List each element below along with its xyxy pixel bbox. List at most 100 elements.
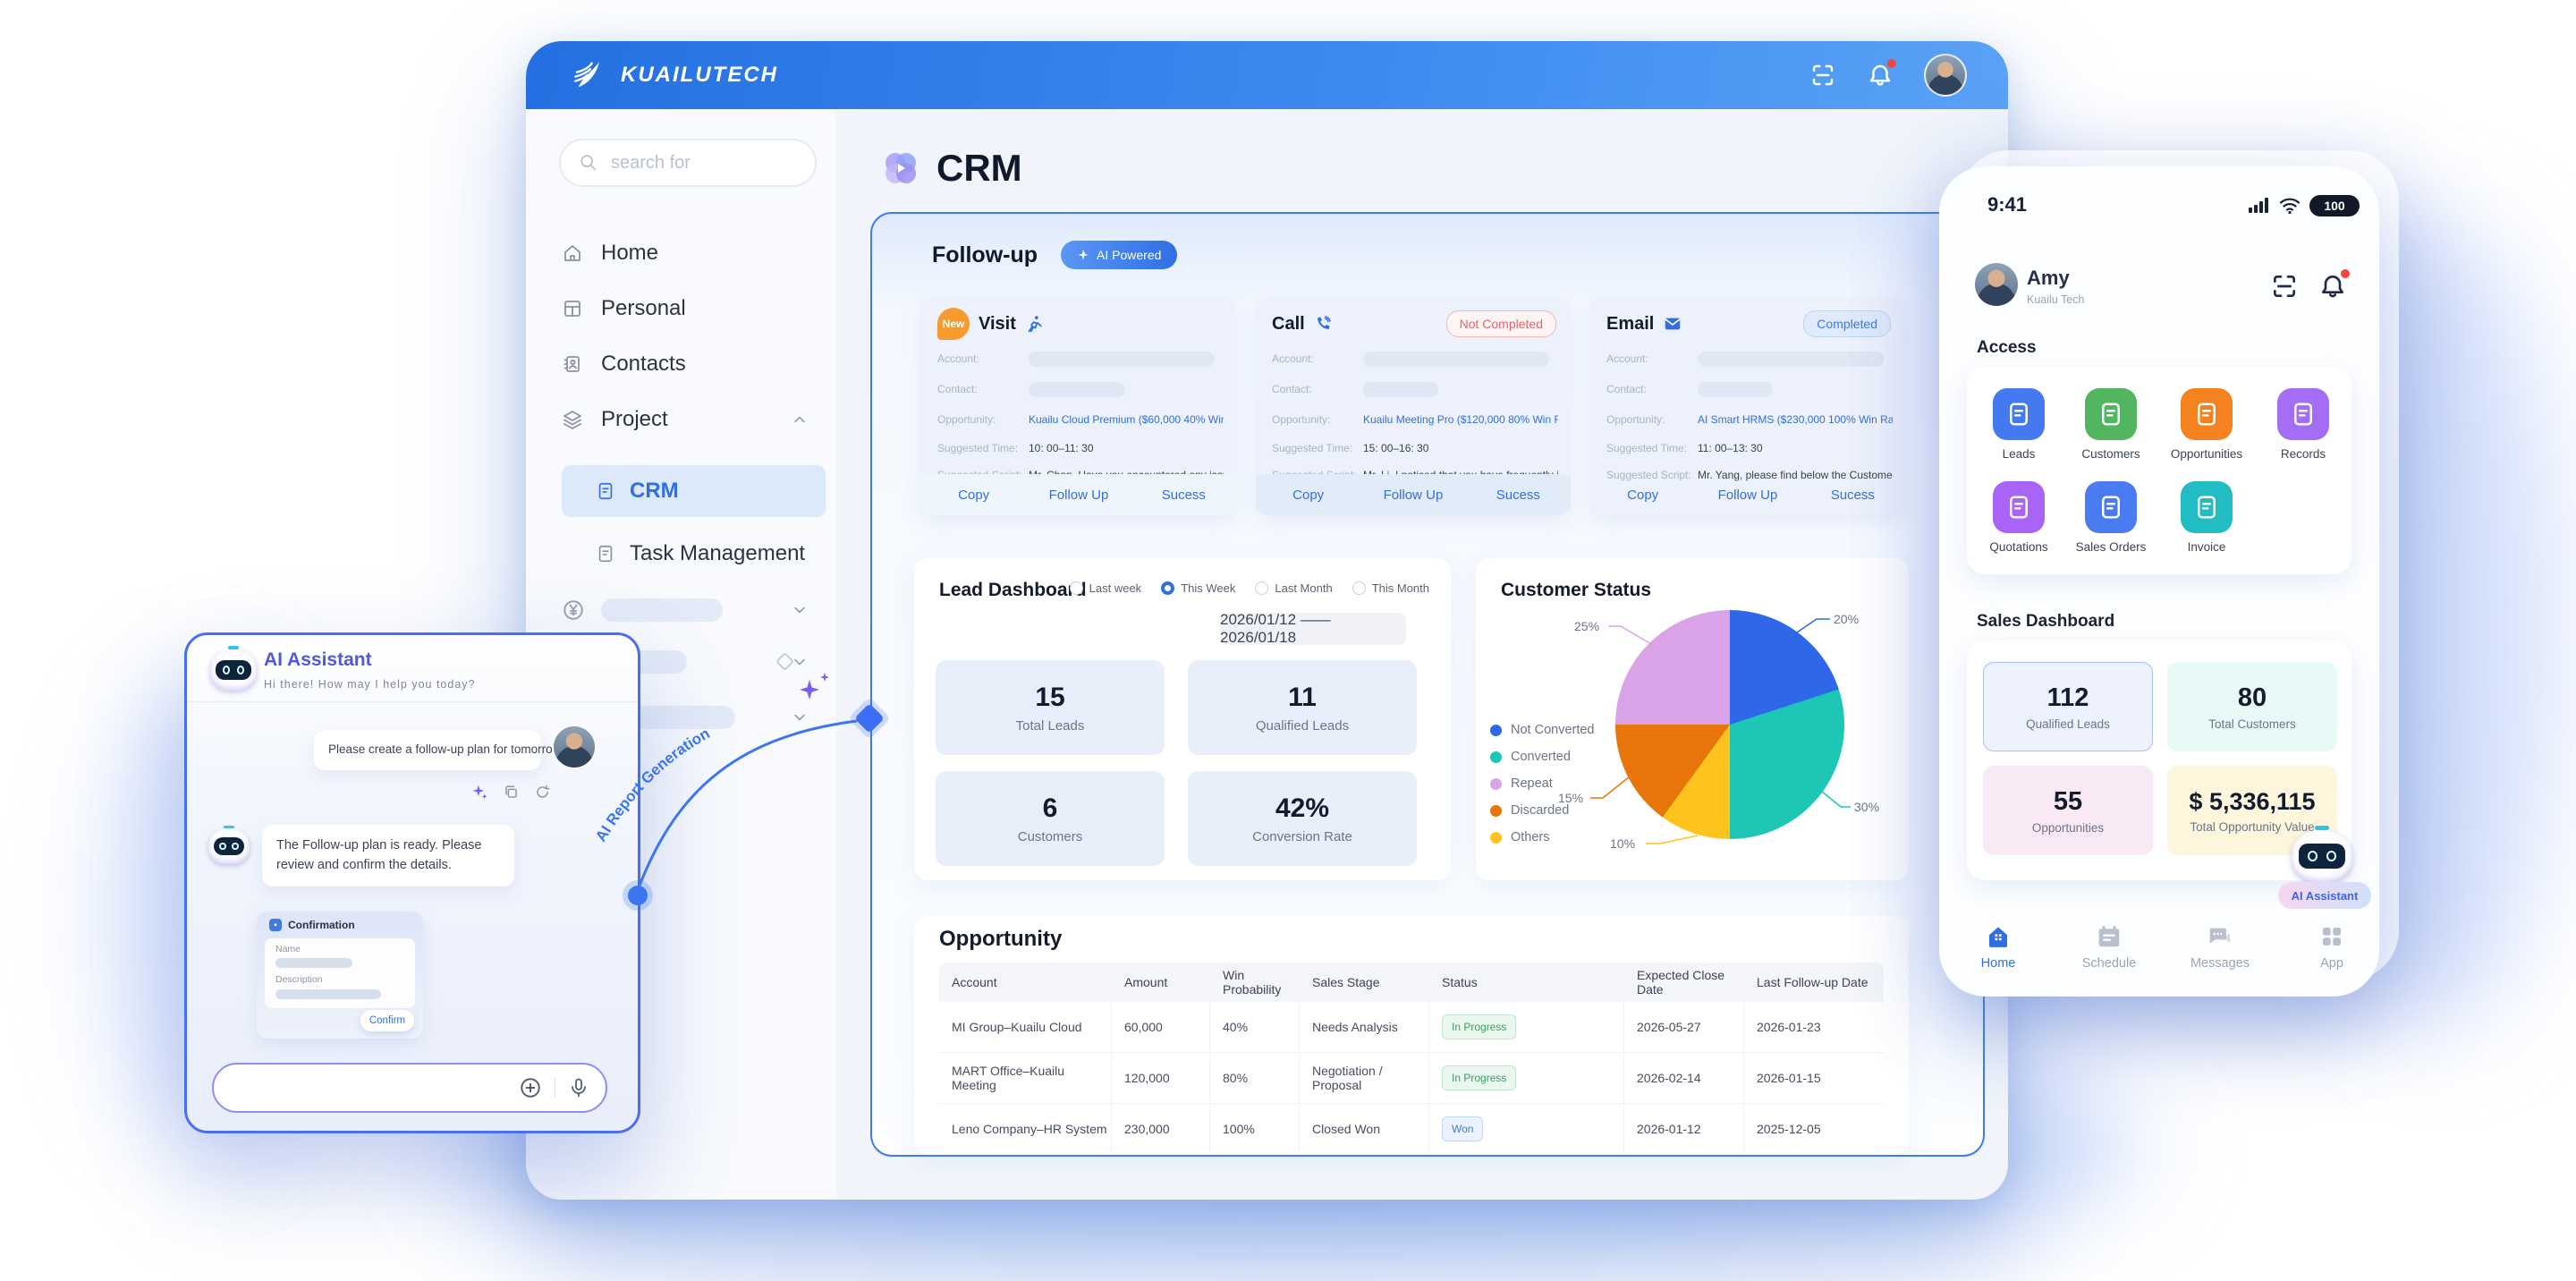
success-button[interactable]: Sucess: [1466, 474, 1571, 515]
mic-icon[interactable]: [568, 1077, 589, 1099]
opportunity-link[interactable]: AI Smart HRMS ($230,000 100% Win Rate: [1698, 413, 1893, 426]
ai-powered-badge[interactable]: AI Powered: [1061, 241, 1178, 269]
field-label: Opportunity:: [937, 413, 996, 426]
notification-bell[interactable]: [1867, 59, 1896, 89]
chevron-down-icon[interactable]: [791, 601, 809, 619]
legend-label: Discarded: [1511, 803, 1570, 818]
top-bar: KUAILUTECH: [526, 41, 2008, 109]
app-sales-orders[interactable]: Sales Orders: [2070, 481, 2152, 554]
call-phone-icon: [1317, 316, 1331, 329]
cell-sales-stage: Negotiation / Proposal: [1300, 1053, 1429, 1103]
stat-value: 42%: [1275, 793, 1330, 823]
ai-assistant-chip[interactable]: AI Assistant: [2278, 882, 2371, 909]
success-button[interactable]: Sucess: [1801, 474, 1905, 515]
success-button[interactable]: Sucess: [1131, 474, 1236, 515]
message-actions: [471, 784, 551, 801]
ai-powered-label: AI Powered: [1097, 248, 1162, 262]
app-records[interactable]: Records: [2262, 388, 2344, 461]
cell-win-probability: 80%: [1210, 1053, 1300, 1103]
opportunity-link[interactable]: Kuailu Cloud Premium ($60,000 40% Win Ra…: [1029, 413, 1224, 426]
app-label: Customers: [2081, 447, 2140, 461]
radio-last-week[interactable]: Last week: [1069, 581, 1141, 595]
sales-dashboard-card: 112 Qualified Leads 80 Total Customers 5…: [1967, 640, 2351, 880]
copy-icon[interactable]: [503, 784, 520, 801]
status-badge-completed: Completed: [1803, 310, 1891, 337]
follow-up-button[interactable]: Follow Up: [1695, 474, 1800, 515]
copy-button[interactable]: Copy: [1590, 474, 1695, 515]
tile-value: 112: [2046, 683, 2089, 712]
document-icon: [598, 545, 613, 563]
field-label: Contact:: [1272, 383, 1312, 395]
chevron-up-icon[interactable]: [791, 411, 809, 428]
status-badge-not-completed: Not Completed: [1445, 310, 1556, 337]
follow-up-button[interactable]: Follow Up: [1026, 474, 1131, 515]
sidebar-item-project[interactable]: Project: [562, 398, 821, 441]
app-grid-icon: [2323, 928, 2341, 946]
user-avatar[interactable]: [1924, 54, 1967, 97]
follow-up-button[interactable]: Follow Up: [1360, 474, 1465, 515]
pie-pct-discarded: 15%: [1558, 791, 1584, 805]
field-label: Contact:: [937, 383, 978, 395]
confirmation-form: Name Description: [265, 938, 415, 1008]
assistant-robot-avatar: [210, 646, 257, 691]
visit-running-icon: [1028, 316, 1042, 333]
search-input[interactable]: [609, 151, 792, 174]
confirmation-card: ▪ Confirmation Name Description Confirm: [257, 912, 423, 1039]
phone-user-avatar[interactable]: [1975, 263, 2018, 306]
nav-label: Messages: [2190, 956, 2250, 971]
nav-home[interactable]: Home: [1955, 923, 2041, 971]
sidebar-item-task-management[interactable]: Task Management: [562, 528, 826, 580]
sidebar-item-crm[interactable]: CRM: [562, 465, 826, 517]
nav-messages[interactable]: Messages: [2177, 923, 2263, 971]
scan-icon[interactable]: [2270, 272, 2299, 301]
status-bar-time: 9:41: [1987, 193, 2028, 216]
sparkle-action-icon[interactable]: [471, 784, 488, 801]
phone-notification-bell[interactable]: [2318, 269, 2350, 301]
app-invoice[interactable]: Invoice: [2165, 481, 2248, 554]
stat-label: Customers: [1017, 828, 1083, 844]
stat-value: 15: [1035, 682, 1065, 712]
chevron-down-icon[interactable]: [791, 708, 809, 726]
col-status: Status: [1442, 975, 1478, 989]
date-range-chip[interactable]: 2026/01/12 —— 2026/01/18: [1220, 611, 1406, 646]
app-leads[interactable]: Leads: [1978, 388, 2060, 461]
tile-value: 55: [2053, 786, 2083, 816]
ai-assistant-robot[interactable]: [2292, 826, 2352, 882]
assistant-subtitle: Hi there! How may I help you today?: [264, 678, 476, 691]
skeleton-value: [1363, 351, 1549, 367]
sidebar-search[interactable]: [559, 139, 817, 187]
tile-label: Total Customers: [2208, 717, 2296, 731]
chevron-down-icon[interactable]: [791, 653, 809, 671]
sidebar-item-personal[interactable]: Personal: [562, 287, 821, 330]
field-label: Account:: [1272, 352, 1314, 365]
opportunity-link[interactable]: Kuailu Meeting Pro ($120,000 80% Win Rat…: [1363, 413, 1558, 426]
card-actions: Copy Follow Up Sucess: [921, 474, 1236, 515]
stat-value: 6: [1042, 793, 1058, 823]
cell-sales-stage: Needs Analysis: [1300, 1002, 1429, 1052]
cell-expected-close: 2026-05-27: [1624, 1002, 1744, 1052]
customer-status-title: Customer Status: [1501, 580, 1652, 600]
radio-this-week[interactable]: This Week: [1161, 581, 1235, 595]
app-quotations[interactable]: Quotations: [1978, 481, 2060, 554]
sidebar-item-contacts[interactable]: Contacts: [562, 343, 821, 386]
stat-value: 11: [1288, 682, 1317, 712]
app-customers[interactable]: Customers: [2070, 388, 2152, 461]
legend-label: Repeat: [1511, 776, 1553, 791]
app-opportunities[interactable]: Opportunities: [2165, 388, 2248, 461]
suggested-script: Mr. Yang, please find below the Customer…: [1698, 469, 1893, 481]
confirm-button[interactable]: Confirm: [360, 1010, 414, 1031]
attach-plus-icon[interactable]: [519, 1076, 542, 1099]
nav-schedule[interactable]: Schedule: [2066, 923, 2152, 971]
radio-this-month[interactable]: This Month: [1352, 581, 1429, 595]
copy-button[interactable]: Copy: [1256, 474, 1360, 515]
copy-button[interactable]: Copy: [921, 474, 1026, 515]
bot-message-bubble: The Follow-up plan is ready. Please revi…: [262, 825, 514, 887]
scan-icon[interactable]: [1809, 62, 1836, 89]
chat-input[interactable]: [212, 1063, 607, 1113]
radio-last-month[interactable]: Last Month: [1255, 581, 1333, 595]
refresh-icon[interactable]: [534, 784, 551, 801]
nav-app[interactable]: App: [2289, 923, 2375, 971]
app-label: Quotations: [1989, 540, 2048, 554]
sidebar-item-home[interactable]: Home: [562, 232, 821, 275]
sidebar-group-finance[interactable]: [562, 592, 821, 628]
